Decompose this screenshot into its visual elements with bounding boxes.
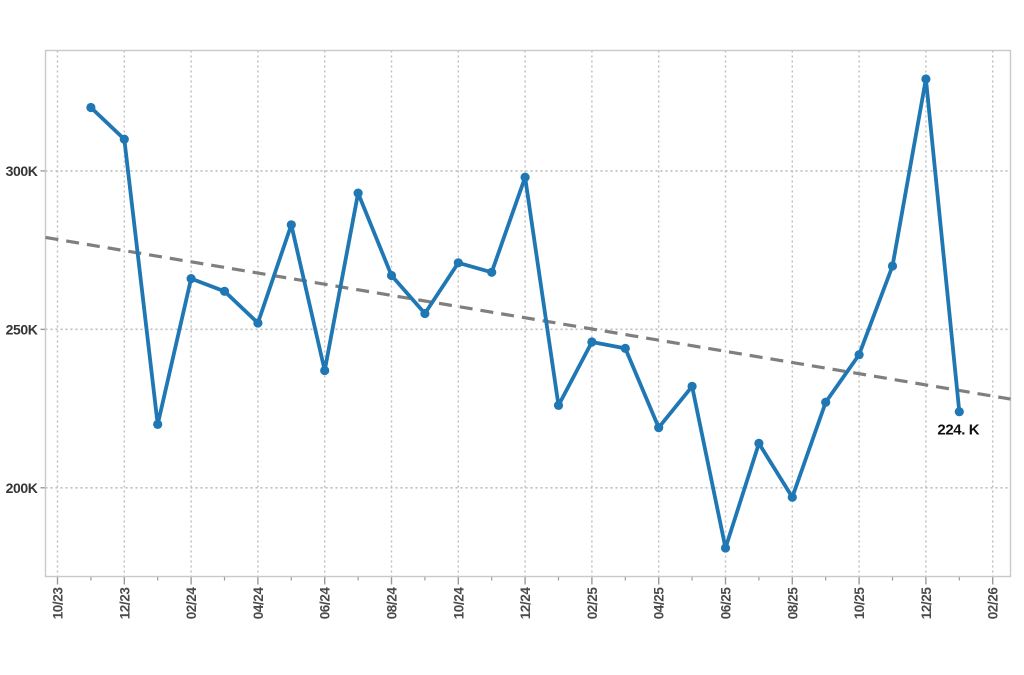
data-point-marker xyxy=(253,318,263,328)
data-point-marker xyxy=(553,400,564,410)
last-value-label: 224. K xyxy=(937,422,979,439)
plot-border xyxy=(44,49,1012,578)
trend-line xyxy=(45,235,1011,401)
data-point-marker xyxy=(353,188,363,198)
data-point-marker xyxy=(453,258,463,268)
data-point-marker xyxy=(954,407,964,417)
data-point-marker xyxy=(887,261,898,271)
data-point-marker xyxy=(620,343,630,353)
x-tick-label: 02/25 xyxy=(585,587,600,620)
data-points xyxy=(86,74,964,553)
x-tick-label: 06/25 xyxy=(719,587,734,620)
x-tick-label: 12/24 xyxy=(518,587,533,620)
x-tick-label: 02/24 xyxy=(184,587,199,620)
data-point-marker xyxy=(119,134,129,144)
data-point-marker xyxy=(654,423,664,433)
x-tick-label: 08/24 xyxy=(385,587,400,620)
x-axis-labels: 10/23 12/23 02/24 04/24 06/24 08/24 10/24 12/24… xyxy=(51,587,1001,620)
x-tick-label: 06/24 xyxy=(318,587,333,620)
x-tick-label: 12/25 xyxy=(919,587,934,620)
data-point-marker xyxy=(854,350,864,360)
data-point-marker xyxy=(286,220,296,230)
data-point-marker xyxy=(386,270,397,281)
data-point-marker xyxy=(921,74,931,84)
x-tick-label: 10/23 xyxy=(51,587,66,620)
data-point-marker xyxy=(787,492,797,502)
x-tick-label: 04/25 xyxy=(652,587,667,620)
data-line xyxy=(89,77,962,550)
data-point-marker xyxy=(687,381,697,391)
data-point-marker xyxy=(754,438,764,448)
y-tick-label: 300K xyxy=(6,163,38,179)
data-point-marker xyxy=(720,543,731,553)
x-tick-label: 10/24 xyxy=(451,587,466,620)
x-tick-label: 04/24 xyxy=(251,587,266,620)
data-point-marker xyxy=(587,337,597,347)
data-point-marker xyxy=(520,172,530,182)
data-point-marker xyxy=(487,267,497,277)
data-point-marker xyxy=(86,102,96,113)
x-tick-label: 10/25 xyxy=(852,587,867,620)
x-tick-label: 02/26 xyxy=(986,587,1001,620)
data-point-marker xyxy=(420,308,430,319)
x-tick-label: 12/23 xyxy=(117,587,132,620)
data-point-marker xyxy=(821,397,831,407)
y-axis-labels: 300K 250K 200K xyxy=(6,163,39,496)
data-point-marker xyxy=(320,365,330,376)
data-point-marker xyxy=(186,274,196,284)
data-point-marker xyxy=(153,419,163,429)
x-tick-label: 08/25 xyxy=(785,587,800,620)
data-point-marker xyxy=(219,286,230,296)
y-tick-label: 250K xyxy=(6,321,38,337)
y-tick-label: 200K xyxy=(6,480,38,496)
